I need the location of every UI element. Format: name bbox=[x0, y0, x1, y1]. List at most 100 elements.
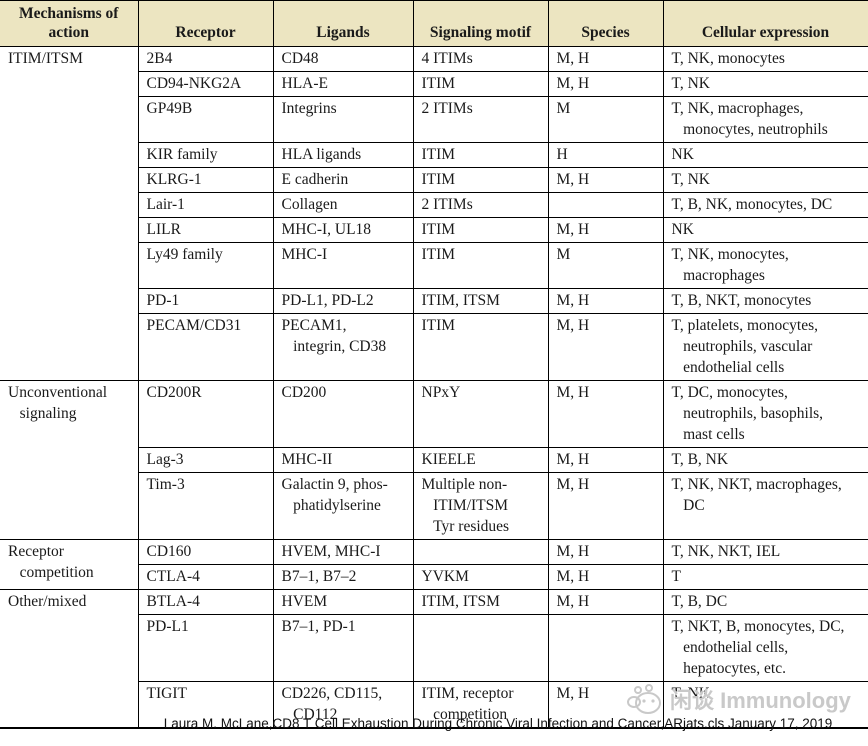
cell-expression: T, DC, monocytes, neutrophils, basophils… bbox=[662, 380, 868, 448]
table-row: Receptor competition CD160 HVEM, MHC-I M, H… bbox=[0, 539, 868, 590]
cell-expression: NK bbox=[662, 217, 868, 243]
cell-species: M bbox=[547, 242, 664, 289]
cell-receptor: Ly49 family bbox=[137, 242, 274, 289]
cell-motif: NPxY bbox=[412, 380, 549, 448]
cell-ligands: PD-L1, PD-L2 bbox=[272, 288, 414, 314]
table-row: PECAM/CD31 PECAM1, integrin, CD38 ITIM M, H… bbox=[0, 313, 868, 381]
cell-expression: T, B, DC bbox=[662, 589, 868, 615]
cell-expression: NK bbox=[662, 142, 868, 168]
cell-expression: T, platelets, monocytes, neutrophils, va… bbox=[662, 313, 868, 381]
table-row: Lair-1 Collagen 2 ITIMs T, B, NK, monocytes… bbox=[0, 192, 868, 218]
cell-motif: ITIM bbox=[412, 242, 549, 289]
cell-receptor: CD200R bbox=[137, 380, 274, 448]
cell-ligands: Galactin 9, phos- phatidylserine bbox=[272, 472, 414, 540]
cell-receptor: CD160 bbox=[137, 539, 274, 565]
cell-expression: T, NK, NKT, IEL bbox=[662, 539, 868, 565]
citation-caption: Laura M. McLane,CD8 T Cell Exhaustion Du… bbox=[163, 716, 833, 731]
cell-species: M, H bbox=[547, 167, 664, 193]
cell-motif: ITIM bbox=[412, 313, 549, 381]
mechanism-group-label: Unconventional signaling bbox=[0, 380, 139, 540]
cell-receptor: Lag-3 bbox=[137, 447, 274, 473]
cell-species: M, H bbox=[547, 447, 664, 473]
cell-ligands: HVEM bbox=[272, 589, 414, 615]
cell-motif: KIEELE bbox=[412, 447, 549, 473]
cell-ligands: MHC-II bbox=[272, 447, 414, 473]
table-row: ITIM/ITSM 2B4 CD48 4 ITIMs M, H T, NK, monocy… bbox=[0, 46, 868, 381]
column-header-mechanisms-of-action: Mechanisms of action bbox=[0, 0, 139, 47]
cell-species: H bbox=[547, 142, 664, 168]
cell-species: M, H bbox=[547, 564, 664, 590]
table-row: Lag-3 MHC-II KIEELE M, H T, B, NK bbox=[0, 447, 868, 473]
cell-motif: 4 ITIMs bbox=[412, 46, 549, 72]
cell-species bbox=[547, 614, 664, 682]
cell-expression: T bbox=[662, 564, 868, 590]
cell-motif: ITIM, ITSM bbox=[412, 288, 549, 314]
cell-expression: T, NKT, B, monocytes, DC, endothelial ce… bbox=[662, 614, 868, 682]
cell-species: M, H bbox=[547, 539, 664, 565]
cell-species bbox=[547, 192, 664, 218]
cell-species: M, H bbox=[547, 380, 664, 448]
table-row: Ly49 family MHC-I ITIM M T, NK, monocytes, m… bbox=[0, 242, 868, 289]
cell-motif: ITIM bbox=[412, 167, 549, 193]
cell-motif: YVKM bbox=[412, 564, 549, 590]
cell-ligands: PECAM1, integrin, CD38 bbox=[272, 313, 414, 381]
cell-ligands: HVEM, MHC-I bbox=[272, 539, 414, 565]
cell-motif: ITIM bbox=[412, 217, 549, 243]
cell-motif: ITIM bbox=[412, 142, 549, 168]
column-header-signaling-motif: Signaling motif bbox=[412, 0, 549, 47]
receptor-table: Mechanisms of action Receptor Ligands Si… bbox=[0, 0, 868, 729]
mechanism-group-label: ITIM/ITSM bbox=[0, 46, 139, 381]
cell-ligands: MHC-I bbox=[272, 242, 414, 289]
cell-motif: ITIM bbox=[412, 71, 549, 97]
cell-species: M, H bbox=[547, 71, 664, 97]
cell-species: M, H bbox=[547, 472, 664, 540]
cell-species: M bbox=[547, 96, 664, 143]
table-row: Other/mixed BTLA-4 HVEM ITIM, ITSM M, H T, B,… bbox=[0, 589, 868, 729]
cell-ligands: CD226, CD115, CD112 bbox=[272, 681, 414, 729]
cell-receptor: CTLA-4 bbox=[137, 564, 274, 590]
cell-receptor: KIR family bbox=[137, 142, 274, 168]
column-header-cellular-expression: Cellular expression bbox=[662, 0, 868, 47]
cell-expression: T, NK, monocytes bbox=[662, 46, 868, 72]
cell-species: M, H bbox=[547, 46, 664, 72]
cell-ligands: CD200 bbox=[272, 380, 414, 448]
cell-receptor: CD94-NKG2A bbox=[137, 71, 274, 97]
cell-receptor: PD-1 bbox=[137, 288, 274, 314]
cell-ligands: Collagen bbox=[272, 192, 414, 218]
cell-receptor: LILR bbox=[137, 217, 274, 243]
cell-expression: T, B, NKT, monocytes bbox=[662, 288, 868, 314]
cell-motif: ITIM, receptor competition bbox=[412, 681, 549, 729]
cell-motif: ITIM, ITSM bbox=[412, 589, 549, 615]
cell-receptor: GP49B bbox=[137, 96, 274, 143]
cell-motif: 2 ITIMs bbox=[412, 96, 549, 143]
cell-receptor: 2B4 bbox=[137, 46, 274, 72]
table-header: Mechanisms of action Receptor Ligands Si… bbox=[0, 0, 868, 47]
mechanism-group-label: Other/mixed bbox=[0, 589, 139, 729]
table-row: KLRG-1 E cadherin ITIM M, H T, NK bbox=[0, 167, 868, 193]
cell-expression: T, B, NK, monocytes, DC bbox=[662, 192, 868, 218]
table-body: ITIM/ITSM 2B4 CD48 4 ITIMs M, H T, NK, monocy… bbox=[0, 46, 868, 729]
cell-motif: 2 ITIMs bbox=[412, 192, 549, 218]
column-header-species: Species bbox=[547, 0, 664, 47]
cell-expression: T, NK, monocytes, macrophages bbox=[662, 242, 868, 289]
column-header-receptor: Receptor bbox=[137, 0, 274, 47]
table-row: LILR MHC-I, UL18 ITIM M, H NK bbox=[0, 217, 868, 243]
cell-expression: T, B, NK bbox=[662, 447, 868, 473]
cell-receptor: PD-L1 bbox=[137, 614, 274, 682]
cell-species: M, H bbox=[547, 589, 664, 615]
cell-ligands: Integrins bbox=[272, 96, 414, 143]
table-row: PD-L1 B7–1, PD-1 T, NKT, B, monocytes, DC,… bbox=[0, 614, 868, 682]
header-row: Mechanisms of action Receptor Ligands Si… bbox=[0, 0, 868, 47]
cell-expression: T, NK bbox=[662, 681, 868, 729]
column-header-ligands: Ligands bbox=[272, 0, 414, 47]
cell-ligands: HLA-E bbox=[272, 71, 414, 97]
table-row: PD-1 PD-L1, PD-L2 ITIM, ITSM M, H T, B, NKT,… bbox=[0, 288, 868, 314]
cell-expression: T, NK, macrophages, monocytes, neutrophi… bbox=[662, 96, 868, 143]
cell-ligands: B7–1, PD-1 bbox=[272, 614, 414, 682]
cell-ligands: HLA ligands bbox=[272, 142, 414, 168]
cell-expression: T, NK bbox=[662, 71, 868, 97]
cell-species: M, H bbox=[547, 288, 664, 314]
table-row: KIR family HLA ligands ITIM H NK bbox=[0, 142, 868, 168]
cell-receptor: KLRG-1 bbox=[137, 167, 274, 193]
table-row: Tim-3 Galactin 9, phos- phatidylserine Mul… bbox=[0, 472, 868, 540]
